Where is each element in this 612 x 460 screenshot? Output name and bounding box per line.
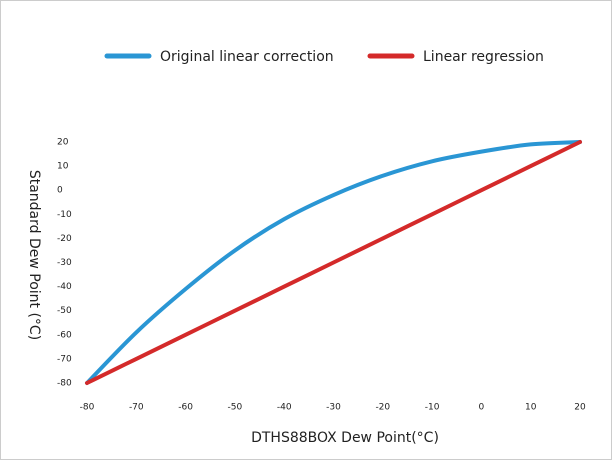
- y-tick-label: -50: [57, 306, 72, 316]
- y-tick-label: -60: [57, 330, 72, 340]
- series-line: [85, 140, 582, 385]
- y-axis-label: Standard Dew Point (°C): [26, 170, 42, 340]
- legend-label: Original linear correction: [160, 49, 334, 65]
- y-tick-label: -10: [57, 210, 72, 220]
- x-tick-label: -40: [277, 403, 292, 413]
- y-tick-label: 20: [57, 138, 69, 148]
- x-tick-label: 10: [525, 403, 537, 413]
- y-tick-label: 0: [57, 186, 63, 196]
- x-tick-label: -60: [178, 403, 193, 413]
- x-tick-label: -20: [375, 403, 390, 413]
- x-tick-label: -80: [80, 403, 95, 413]
- y-tick-label: -80: [57, 379, 72, 389]
- x-tick-label: -10: [425, 403, 440, 413]
- y-tick-label: 10: [57, 162, 69, 172]
- y-tick-label: -40: [57, 282, 72, 292]
- y-tick-label: -20: [57, 234, 72, 244]
- y-tick-label: -70: [57, 354, 72, 364]
- x-tick-label: -50: [228, 403, 243, 413]
- series-line: [85, 140, 582, 385]
- x-tick-label: 0: [479, 403, 485, 413]
- x-tick-label: 20: [574, 403, 586, 413]
- legend-label: Linear regression: [423, 49, 544, 65]
- x-tick-label: -30: [326, 403, 341, 413]
- x-axis-label: DTHS88BOX Dew Point(°C): [251, 430, 439, 446]
- x-tick-label: -70: [129, 403, 144, 413]
- y-tick-label: -30: [57, 258, 72, 268]
